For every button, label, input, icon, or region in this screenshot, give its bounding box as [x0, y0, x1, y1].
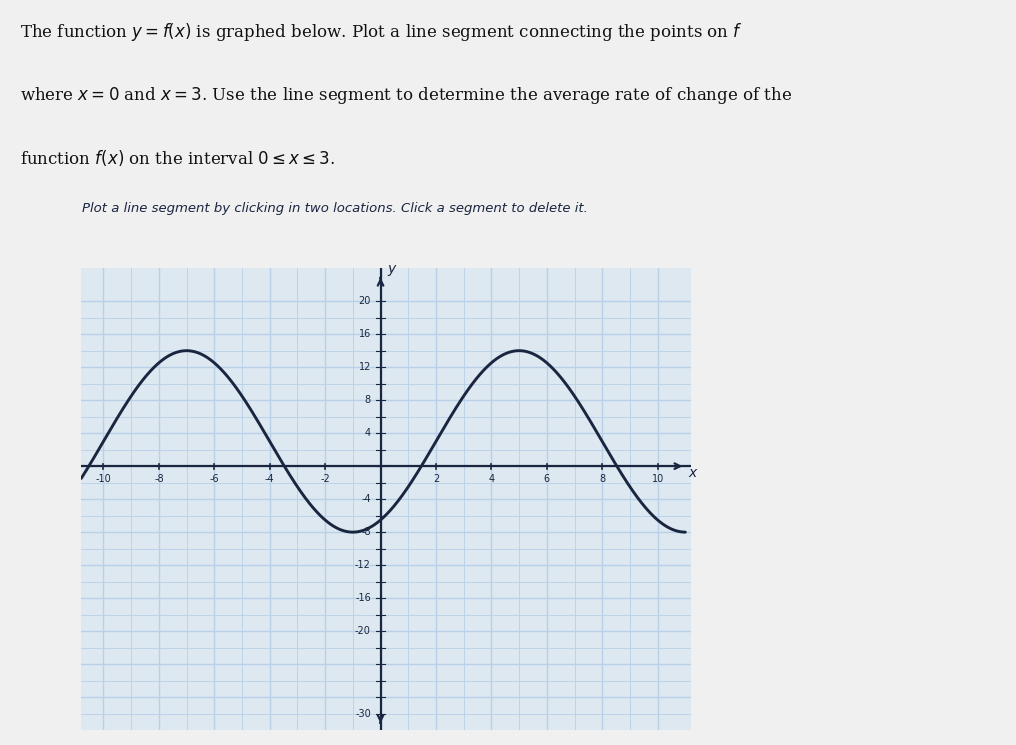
Text: -30: -30 — [355, 708, 371, 719]
Text: -4: -4 — [265, 475, 274, 484]
Text: 6: 6 — [544, 475, 550, 484]
Text: 4: 4 — [365, 428, 371, 438]
Text: -12: -12 — [355, 560, 371, 570]
Text: -6: -6 — [209, 475, 219, 484]
Text: -8: -8 — [362, 527, 371, 537]
Text: y: y — [387, 262, 395, 276]
Text: x: x — [688, 466, 696, 480]
Text: 12: 12 — [359, 362, 371, 372]
Text: -8: -8 — [154, 475, 164, 484]
Text: Plot a line segment by clicking in two locations. Click a segment to delete it.: Plot a line segment by clicking in two l… — [82, 202, 588, 215]
Text: 16: 16 — [359, 329, 371, 339]
Text: The function $y = f(x)$ is graphed below. Plot a line segment connecting the poi: The function $y = f(x)$ is graphed below… — [20, 21, 743, 43]
Text: -2: -2 — [320, 475, 330, 484]
Text: 8: 8 — [599, 475, 606, 484]
Text: -10: -10 — [96, 475, 112, 484]
Text: -20: -20 — [355, 626, 371, 636]
Text: 20: 20 — [359, 297, 371, 306]
Text: 10: 10 — [651, 475, 663, 484]
Text: 8: 8 — [365, 395, 371, 405]
Text: 4: 4 — [489, 475, 495, 484]
Text: 2: 2 — [433, 475, 439, 484]
Text: where $x = 0$ and $x = 3$. Use the line segment to determine the average rate of: where $x = 0$ and $x = 3$. Use the line … — [20, 85, 792, 106]
Text: -16: -16 — [355, 593, 371, 603]
Text: -4: -4 — [362, 494, 371, 504]
Text: function $f(x)$ on the interval $0 \leq x \leq 3$.: function $f(x)$ on the interval $0 \leq … — [20, 148, 335, 168]
